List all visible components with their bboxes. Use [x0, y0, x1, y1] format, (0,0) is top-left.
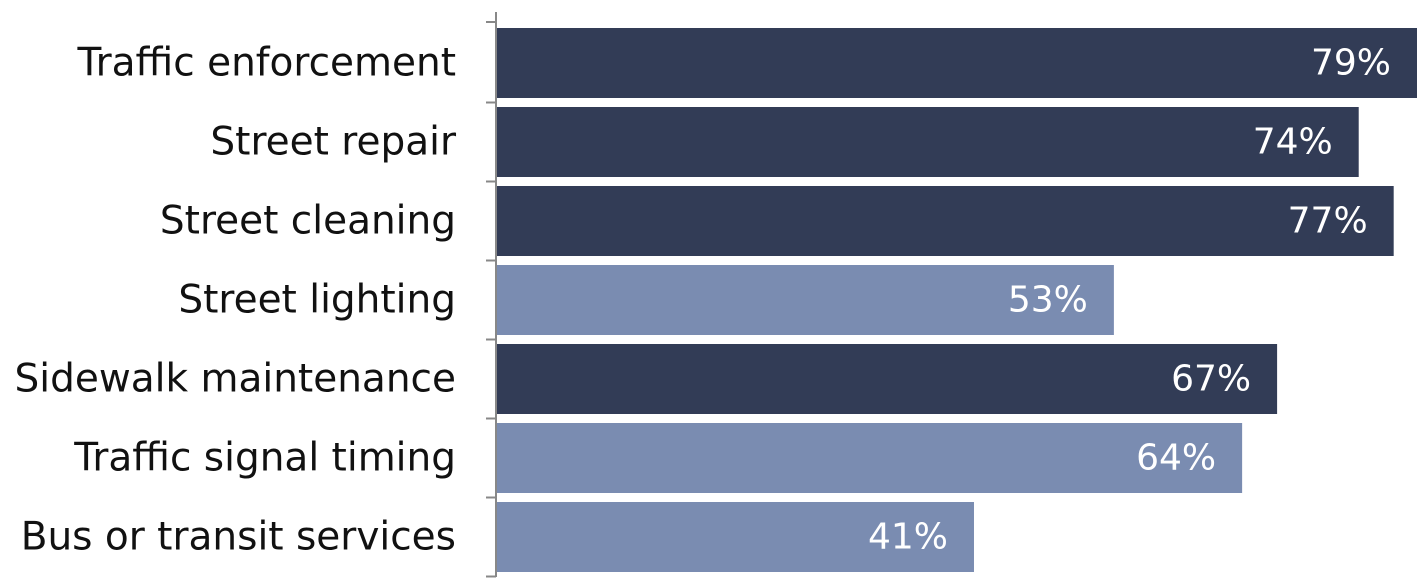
value-label: 41% — [868, 517, 948, 558]
bar-street-repair — [497, 107, 1359, 177]
category-label: Bus or transit services — [21, 515, 456, 560]
category-label: Street cleaning — [160, 199, 456, 244]
category-label: Traffic signal timing — [73, 436, 456, 481]
bar-traffic-enforcement — [497, 28, 1417, 98]
category-label: Street repair — [210, 120, 457, 165]
y-axis — [486, 12, 497, 578]
category-label: Sidewalk maintenance — [15, 357, 456, 402]
bar-bus-or-transit-services — [497, 502, 974, 572]
bar-traffic-signal-timing — [497, 423, 1243, 493]
bar-street-lighting — [497, 265, 1114, 335]
bar-street-cleaning — [497, 186, 1394, 256]
category-label: Traffic enforcement — [77, 41, 456, 86]
bar-sidewalk-maintenance — [497, 344, 1278, 414]
value-label: 77% — [1288, 201, 1368, 242]
category-label: Street lighting — [178, 278, 456, 323]
value-labels: 79% 74% 77% 53% 67% 64% 41% — [868, 43, 1391, 558]
value-label: 79% — [1311, 43, 1391, 84]
value-label: 53% — [1008, 280, 1088, 321]
value-label: 67% — [1171, 359, 1251, 400]
value-label: 74% — [1253, 122, 1333, 163]
bars — [497, 28, 1417, 572]
value-label: 64% — [1136, 438, 1216, 479]
category-labels: Traffic enforcement Street repair Street c… — [15, 41, 457, 560]
